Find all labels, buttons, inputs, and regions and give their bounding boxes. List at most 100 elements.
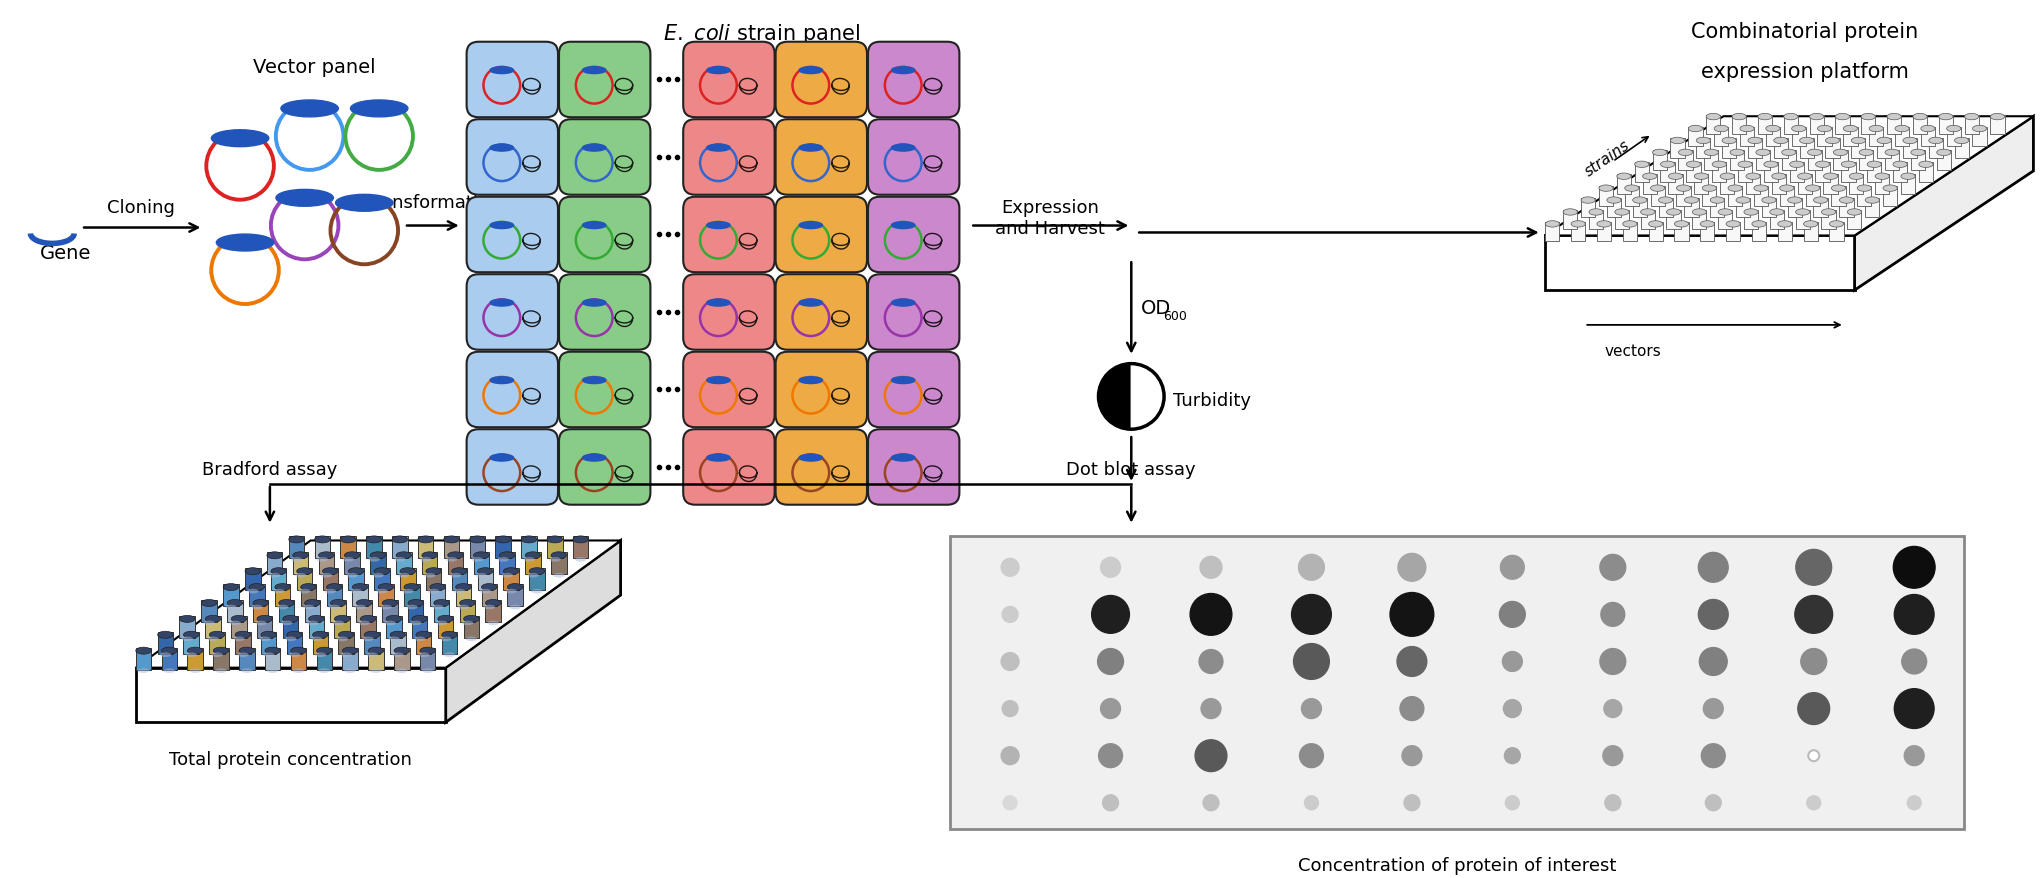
Circle shape [1203, 795, 1220, 810]
Bar [1763, 163, 1777, 183]
Ellipse shape [523, 558, 535, 562]
Bar [184, 632, 198, 654]
Bar [950, 536, 1963, 829]
Ellipse shape [319, 552, 335, 559]
Bar [470, 536, 484, 558]
Ellipse shape [509, 605, 521, 609]
Ellipse shape [1965, 114, 1980, 120]
Bar [1608, 198, 1620, 218]
Bar [1545, 223, 1559, 242]
Bar [331, 601, 345, 623]
Ellipse shape [1796, 210, 1810, 216]
Bar [1804, 223, 1818, 242]
Ellipse shape [1632, 198, 1647, 204]
Ellipse shape [388, 637, 400, 642]
Ellipse shape [1624, 186, 1638, 192]
Ellipse shape [1833, 150, 1847, 156]
Bar [1826, 140, 1839, 159]
FancyBboxPatch shape [560, 43, 650, 119]
Ellipse shape [1861, 114, 1875, 120]
Ellipse shape [1651, 186, 1665, 192]
Ellipse shape [382, 600, 398, 607]
Ellipse shape [370, 552, 386, 559]
Ellipse shape [423, 552, 437, 559]
Ellipse shape [335, 195, 392, 212]
Ellipse shape [431, 605, 443, 609]
Circle shape [1600, 555, 1626, 580]
Bar [253, 601, 268, 623]
Text: Combinatorial protein: Combinatorial protein [1692, 22, 1918, 42]
Ellipse shape [400, 568, 415, 575]
Circle shape [1397, 554, 1426, 581]
Bar [1653, 151, 1667, 170]
Bar [1728, 187, 1743, 206]
Bar [1749, 140, 1763, 159]
Bar [447, 552, 464, 574]
Bar [272, 569, 286, 591]
Bar [1884, 187, 1898, 206]
Ellipse shape [180, 615, 194, 623]
Ellipse shape [315, 652, 327, 658]
Ellipse shape [204, 615, 221, 623]
FancyBboxPatch shape [776, 352, 866, 428]
Bar [1788, 198, 1802, 218]
Circle shape [1305, 796, 1318, 810]
Bar [1616, 175, 1630, 194]
Polygon shape [1545, 236, 1855, 291]
Ellipse shape [498, 552, 515, 559]
Ellipse shape [1696, 138, 1710, 145]
Bar [1808, 151, 1822, 170]
Bar [460, 601, 476, 623]
Circle shape [1506, 796, 1520, 810]
Bar [1784, 116, 1798, 135]
Ellipse shape [1745, 210, 1759, 216]
Wedge shape [1099, 364, 1132, 429]
Bar [1714, 127, 1728, 147]
Bar [317, 648, 333, 670]
Bar [1753, 223, 1765, 242]
Ellipse shape [1806, 186, 1820, 192]
Bar [313, 632, 329, 654]
Bar [204, 616, 221, 638]
Bar [1649, 223, 1663, 242]
Ellipse shape [386, 615, 402, 623]
Ellipse shape [484, 605, 494, 609]
Bar [1955, 140, 1969, 159]
Ellipse shape [1763, 162, 1777, 169]
Ellipse shape [1702, 186, 1716, 192]
Ellipse shape [505, 589, 517, 594]
Ellipse shape [490, 455, 513, 462]
Ellipse shape [1918, 162, 1933, 169]
Ellipse shape [1790, 162, 1804, 169]
Ellipse shape [1753, 221, 1765, 227]
Bar [1822, 211, 1837, 230]
Ellipse shape [1753, 186, 1767, 192]
Bar [1696, 140, 1710, 159]
Ellipse shape [891, 378, 915, 385]
Text: Vector panel: Vector panel [253, 58, 376, 76]
Bar [1888, 116, 1902, 135]
Bar [227, 601, 243, 623]
Bar [288, 536, 304, 558]
Ellipse shape [353, 605, 366, 609]
Bar [343, 648, 358, 670]
Ellipse shape [259, 637, 270, 642]
Bar [296, 569, 313, 591]
Bar [452, 569, 468, 591]
Circle shape [1001, 747, 1019, 765]
Bar [1781, 151, 1796, 170]
Bar [478, 569, 492, 591]
Bar [257, 616, 272, 638]
Bar [1814, 198, 1828, 218]
Bar [351, 585, 368, 607]
Bar [507, 585, 523, 607]
Circle shape [1698, 553, 1728, 582]
Ellipse shape [1939, 114, 1953, 120]
Ellipse shape [1598, 221, 1612, 227]
Ellipse shape [458, 605, 470, 609]
Ellipse shape [1814, 198, 1828, 204]
Ellipse shape [208, 631, 225, 638]
Circle shape [1301, 699, 1322, 719]
Bar [1634, 163, 1649, 183]
Circle shape [1698, 600, 1728, 630]
